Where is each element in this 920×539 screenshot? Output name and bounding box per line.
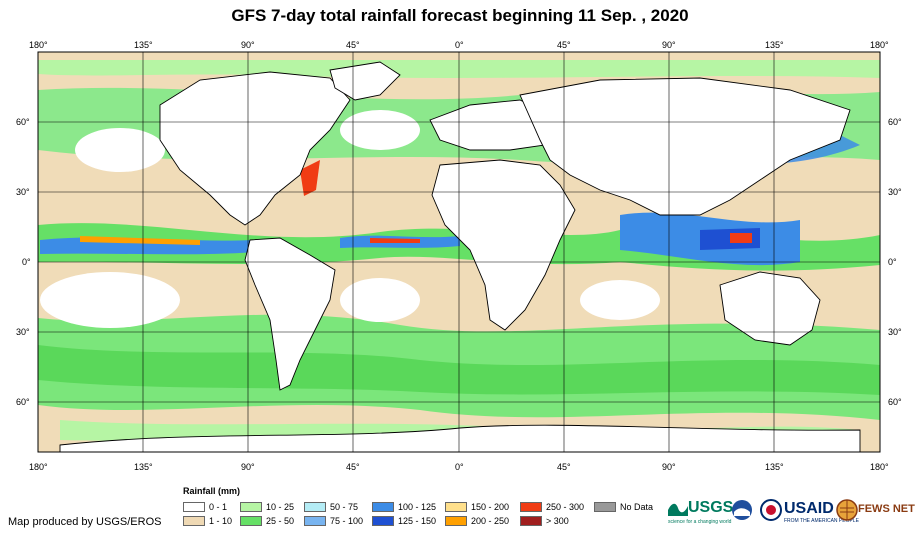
lon-label-top: 180° xyxy=(29,40,48,50)
itcz-extreme-pacific xyxy=(80,236,200,245)
legend-item: 100 - 125 xyxy=(372,502,436,512)
usgs-wave-icon xyxy=(668,503,688,516)
legend-swatch xyxy=(240,516,262,526)
legend-swatch xyxy=(183,516,205,526)
legend-item: 150 - 200 xyxy=(445,502,509,512)
lon-label-top: 90° xyxy=(662,40,676,50)
legend-label: 10 - 25 xyxy=(266,502,295,512)
lon-label-bottom: 135° xyxy=(134,462,153,472)
lon-label-top: 135° xyxy=(134,40,153,50)
legend-item: 0 - 1 xyxy=(183,502,227,512)
lon-label-top: 45° xyxy=(346,40,360,50)
legend-label: 125 - 150 xyxy=(398,516,437,526)
lon-label-bottom: 90° xyxy=(241,462,255,472)
lon-label-bottom: 45° xyxy=(346,462,360,472)
dry-patch-spacific xyxy=(40,272,180,328)
fews-net-text: FEWS NET xyxy=(858,503,915,515)
legend-label: 25 - 50 xyxy=(266,516,295,526)
australia xyxy=(719,271,821,346)
lat-label-right: 0° xyxy=(888,257,897,267)
legend-item: 1 - 10 xyxy=(183,516,232,526)
legend-swatch xyxy=(183,502,205,512)
maritime-extreme-rain xyxy=(730,233,752,243)
legend-label: 0 - 1 xyxy=(209,502,228,512)
lon-label-top: 135° xyxy=(765,40,784,50)
legend-label: > 300 xyxy=(546,516,569,526)
lon-label-top: 45° xyxy=(557,40,571,50)
lon-label-bottom: 90° xyxy=(662,462,676,472)
legend-swatch xyxy=(520,502,542,512)
lon-label-bottom: 180° xyxy=(870,462,889,472)
atlantic-hurricane-track xyxy=(300,160,320,196)
lat-label-left: 60° xyxy=(16,397,30,407)
lat-label-right: 60° xyxy=(888,117,902,127)
africa xyxy=(431,159,576,331)
lat-label-right: 30° xyxy=(888,327,902,337)
legend-label: No Data xyxy=(620,502,654,512)
usaid-tagline: FROM THE AMERICAN PEOPLE xyxy=(784,518,859,524)
legend-item: 25 - 50 xyxy=(240,516,294,526)
dry-patch-indian xyxy=(580,280,660,320)
lon-label-top: 90° xyxy=(241,40,255,50)
legend-label: 50 - 75 xyxy=(330,502,359,512)
lon-label-top: 180° xyxy=(870,40,889,50)
fews-net-globe-icon xyxy=(836,499,858,521)
antarctica xyxy=(59,424,861,453)
lon-label-bottom: 135° xyxy=(765,462,784,472)
lat-label-right: 60° xyxy=(888,397,902,407)
asia xyxy=(519,77,851,216)
lat-label-left: 60° xyxy=(16,117,30,127)
usaid-text: USAID xyxy=(784,500,834,517)
legend-swatch xyxy=(304,502,326,512)
north-america xyxy=(159,71,351,226)
legend-label: 100 - 125 xyxy=(398,502,437,512)
legend-swatch xyxy=(372,516,394,526)
continents xyxy=(59,61,861,453)
lon-label-bottom: 0° xyxy=(455,462,464,472)
legend-label: 1 - 10 xyxy=(209,516,233,526)
usgs-tagline: science for a changing world xyxy=(668,519,732,525)
map-frame xyxy=(37,51,881,453)
legend-item: 50 - 75 xyxy=(304,502,358,512)
legend-swatch xyxy=(240,502,262,512)
lat-label-left: 30° xyxy=(16,327,30,337)
usaid-seal-icon xyxy=(760,499,782,521)
lon-label-top: 0° xyxy=(455,40,464,50)
map-title: GFS 7-day total rainfall forecast beginn… xyxy=(231,6,689,25)
legend-label: 75 - 100 xyxy=(330,516,364,526)
legend-label: 150 - 200 xyxy=(471,502,510,512)
legend-item: 250 - 300 xyxy=(520,502,584,512)
legend-swatch xyxy=(594,502,616,512)
graticule xyxy=(38,52,880,452)
legend-item: 125 - 150 xyxy=(372,516,436,526)
producer-credit: Map produced by USGS/EROS xyxy=(8,516,162,528)
legend-item: No Data xyxy=(594,502,653,512)
lat-label-right: 30° xyxy=(888,187,902,197)
south-america xyxy=(244,237,336,391)
lat-label-left: 0° xyxy=(22,257,31,267)
dry-patch-npacific xyxy=(75,128,165,172)
legend-label: 200 - 250 xyxy=(471,516,510,526)
legend-swatch xyxy=(445,516,467,526)
itcz-extreme-atlantic xyxy=(370,238,420,243)
dry-patch-natlantic xyxy=(340,110,420,150)
legend-item: 200 - 250 xyxy=(445,516,509,526)
legend-swatch xyxy=(304,516,326,526)
dry-patch-satlantic xyxy=(340,278,420,322)
noaa-logo-icon xyxy=(732,500,752,520)
legend-item: > 300 xyxy=(520,516,569,526)
greenland xyxy=(329,61,401,101)
lon-label-bottom: 180° xyxy=(29,462,48,472)
legend-swatch xyxy=(372,502,394,512)
legend-item: 10 - 25 xyxy=(240,502,294,512)
lon-label-bottom: 45° xyxy=(557,462,571,472)
lat-label-left: 30° xyxy=(16,187,30,197)
legend-title: Rainfall (mm) xyxy=(183,486,241,496)
legend-label: 250 - 300 xyxy=(546,502,585,512)
legend-swatch xyxy=(445,502,467,512)
legend-swatch xyxy=(520,516,542,526)
usgs-text: USGS xyxy=(688,499,734,516)
legend-item: 75 - 100 xyxy=(304,516,363,526)
